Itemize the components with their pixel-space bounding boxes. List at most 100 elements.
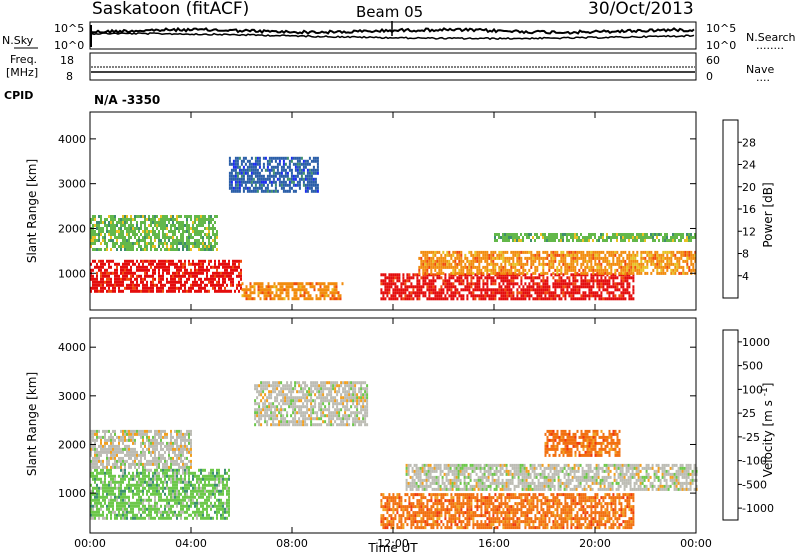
range-cell [196,280,198,284]
range-cell [194,215,196,218]
range-cell [600,271,603,275]
range-cell [124,432,126,436]
range-cell [282,156,285,160]
range-cell [327,285,330,289]
range-cell [480,294,483,298]
range-cell [126,438,128,442]
range-cell [164,268,166,272]
freq-panel-frame [89,52,697,81]
range-cell [308,156,311,160]
range-cell [510,297,513,301]
range-cell [512,233,514,236]
range-cell [556,285,559,289]
range-cell [176,432,178,436]
range-cell [140,462,142,466]
range-cell [458,291,461,295]
range-cell [134,501,136,505]
range-cell [562,239,564,242]
range-cell [218,489,220,493]
range-cell [196,504,198,508]
range-cell [128,447,130,451]
range-cell [164,432,166,436]
range-cell [132,507,134,511]
range-cell [636,262,639,266]
range-cell [300,156,303,160]
range-cell [404,297,407,301]
range-cell [110,239,112,242]
range-cell [198,480,200,484]
range-cell [116,239,118,242]
range-cell [130,286,132,290]
range-cell [384,279,387,283]
range-cell [464,276,467,280]
range-cell [160,498,162,502]
range-cell [172,233,174,236]
range-cell [198,277,200,281]
range-cell [166,215,168,218]
range-cell [132,242,134,245]
range-cell [321,282,324,286]
range-cell [104,477,106,481]
range-cell [156,262,158,266]
range-cell [454,291,457,295]
range-cell [92,492,94,496]
range-cell [142,262,144,266]
range-cell [174,441,176,445]
range-cell [200,471,202,475]
range-cell [122,513,124,517]
range-cell [472,265,475,269]
range-cell [392,294,395,298]
range-cell [428,297,431,301]
range-cell [116,280,118,284]
range-cell [262,180,265,184]
range-cell [536,297,539,301]
range-cell [106,245,108,248]
range-cell [150,450,152,454]
range-cell [502,279,505,283]
range-cell [162,456,164,460]
range-cell [634,256,637,260]
range-cell [502,288,505,292]
range-cell [624,239,626,242]
range-cell [228,162,231,166]
range-cell [172,471,174,475]
range-cell [164,221,166,224]
range-cell [312,180,315,184]
range-cell [128,429,130,433]
range-cell [666,253,669,257]
range-cell [114,268,116,272]
range-cell [166,444,168,448]
range-cell [478,279,481,283]
range-cell [512,282,515,286]
range-cell [622,285,625,289]
range-cell [630,276,633,280]
range-cell [142,277,144,281]
range-cell [228,183,231,187]
range-cell [263,294,266,298]
range-cell [522,291,525,295]
range-cell [100,441,102,445]
range-cell [654,250,657,254]
range-cell [166,242,168,245]
range-cell [504,233,506,236]
range-cell [534,282,537,286]
range-cell [176,245,178,248]
range-cell [154,450,156,454]
range-cell [146,492,148,496]
range-cell [136,462,138,466]
range-cell [112,462,114,466]
range-cell [230,274,232,278]
range-cell [496,256,499,260]
range-cell [208,495,210,499]
range-cell [566,285,569,289]
range-cell [188,239,190,242]
range-cell [96,477,98,481]
range-cell [245,291,248,295]
range-cell [146,498,148,502]
range-cell [298,180,301,184]
range-cell [194,268,196,272]
range-cell [146,259,148,263]
range-cell [596,279,599,283]
range-cell [154,438,156,442]
range-cell [554,279,557,283]
